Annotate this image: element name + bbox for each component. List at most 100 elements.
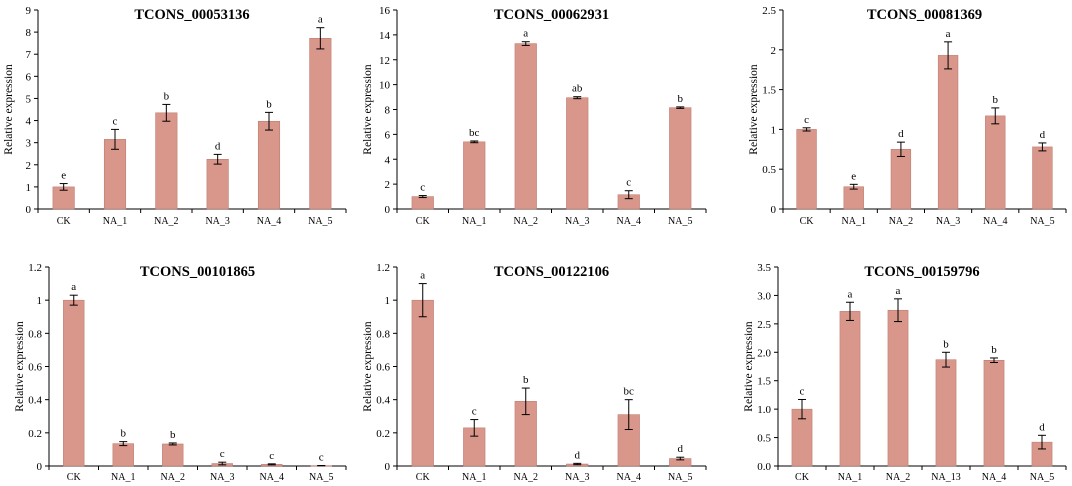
bar-na-3 [206, 159, 229, 210]
significance-letter: c [113, 115, 118, 127]
significance-letter: a [523, 28, 528, 40]
y-tick-label: 0.5 [762, 164, 776, 176]
y-axis-label: Relative expression [362, 321, 374, 412]
y-tick-label: 0.4 [28, 395, 42, 407]
bar-na-4 [985, 115, 1006, 210]
x-category-label: NA_5 [309, 472, 333, 483]
y-axis-label: Relative expression [748, 64, 760, 155]
x-category-label: NA_5 [668, 216, 692, 227]
x-category-label: NA_5 [1030, 472, 1054, 483]
bar-na-2 [162, 443, 184, 467]
y-tick-label: 0 [385, 204, 391, 216]
x-category-label: NA_2 [514, 472, 538, 483]
x-category-label: CK [416, 216, 431, 227]
y-tick-label: 4 [26, 116, 32, 128]
significance-letter: c [420, 182, 425, 194]
y-axis-label: Relative expression [362, 64, 374, 155]
chart-panel-6: TCONS_00159796 Relative expression 0.0 0.5 1… [743, 262, 1067, 483]
y-tick-label: 0 [771, 204, 777, 216]
bar-ck [411, 196, 434, 210]
significance-letter: bc [624, 386, 635, 398]
significance-letter: c [220, 448, 225, 460]
x-category-label: NA_4 [260, 472, 284, 483]
significance-letter: d [678, 443, 684, 455]
y-tick-label: 2 [26, 160, 32, 172]
bar-na-1 [112, 443, 134, 467]
y-tick-label: 0 [37, 461, 43, 473]
x-category-label: NA_1 [838, 472, 862, 483]
bar-ck [411, 299, 434, 467]
x-category-label: NA_2 [154, 216, 178, 227]
y-tick-label: 0.5 [757, 433, 771, 445]
x-category-label: NA_5 [1030, 216, 1054, 227]
x-category-label: CK [800, 216, 815, 227]
bar-na-2 [890, 149, 912, 210]
bar-na-13 [935, 359, 957, 467]
bar-na-1 [839, 311, 861, 467]
y-tick-label: 12 [379, 55, 390, 67]
x-category-label: CK [67, 472, 82, 483]
significance-letter: c [800, 385, 805, 397]
x-category-label: NA_4 [983, 216, 1007, 227]
y-tick-label: 2 [385, 179, 391, 191]
bar-na-2 [887, 309, 909, 467]
y-tick-label: 0 [385, 461, 391, 473]
bar-na-2 [514, 43, 537, 210]
y-tick-label: 6 [26, 71, 32, 83]
x-category-label: NA_1 [103, 216, 127, 227]
y-tick-label: 1.0 [757, 404, 771, 416]
y-tick-label: 4 [385, 154, 391, 166]
y-tick-label: 7 [26, 49, 32, 61]
y-axis-label: Relative expression [14, 321, 26, 412]
bar-na-4 [983, 359, 1005, 467]
chart-panel-4: TCONS_00101865 Relative expression 0 0.2 0.4… [14, 262, 347, 483]
y-tick-label: 10 [379, 80, 391, 92]
significance-letter: a [420, 270, 425, 282]
significance-letter: d [1040, 129, 1046, 141]
bar-na-5 [1032, 146, 1053, 210]
significance-letter: d [575, 449, 581, 461]
x-category-label: NA_1 [111, 472, 135, 483]
x-category-label: NA_5 [308, 216, 332, 227]
bar-ck [63, 299, 85, 467]
significance-letter: b [993, 94, 999, 106]
significance-letter: b [266, 98, 272, 110]
significance-letter: ab [572, 83, 583, 95]
y-tick-label: 0.6 [28, 362, 42, 374]
y-tick-label: 1 [26, 182, 32, 194]
x-category-label: NA_4 [982, 472, 1006, 483]
y-tick-label: 8 [385, 105, 391, 117]
y-axis-label: Relative expression [3, 64, 15, 155]
chart-panel-5: TCONS_00122106 Relative expression 0 0.2 0.4… [362, 262, 707, 483]
chart-title: TCONS_00081369 [867, 7, 982, 23]
x-category-label: NA_2 [161, 472, 185, 483]
y-tick-label: 0.2 [28, 428, 42, 440]
significance-letter: b [121, 428, 127, 440]
x-category-label: NA_5 [668, 472, 692, 483]
significance-letter: b [991, 344, 997, 356]
x-category-label: NA_3 [565, 216, 589, 227]
x-category-label: NA_4 [257, 216, 281, 227]
significance-letter: d [898, 128, 904, 140]
x-category-label: CK [795, 472, 810, 483]
x-category-label: NA_2 [886, 472, 910, 483]
y-tick-label: 1.2 [28, 262, 42, 274]
significance-letter: b [678, 93, 684, 105]
y-tick-label: 0.8 [376, 328, 390, 340]
y-tick-label: 2.0 [757, 347, 771, 359]
y-axis-label: Relative expression [743, 321, 755, 412]
y-tick-label: 1 [37, 295, 43, 307]
significance-letter: c [804, 114, 809, 126]
significance-letter: a [318, 14, 323, 26]
y-tick-label: 16 [379, 5, 391, 17]
bar-na-1 [463, 141, 486, 210]
significance-letter: b [523, 374, 529, 386]
significance-letter: c [269, 450, 274, 462]
chart-title: TCONS_00101865 [140, 264, 255, 280]
y-tick-label: 14 [379, 30, 391, 42]
x-category-label: NA_2 [514, 216, 538, 227]
y-tick-label: 3.5 [757, 262, 771, 274]
x-category-label: NA_4 [617, 472, 641, 483]
chart-title: TCONS_00053136 [134, 7, 249, 23]
